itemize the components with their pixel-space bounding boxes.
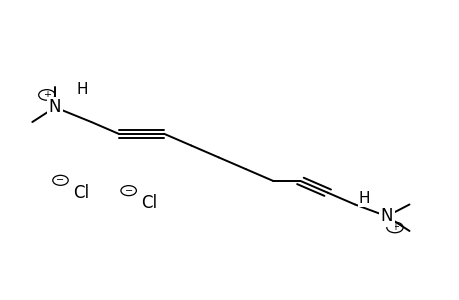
Text: +: + bbox=[390, 222, 398, 233]
Text: +: + bbox=[43, 90, 51, 100]
Text: −: − bbox=[56, 175, 64, 185]
Text: N: N bbox=[380, 207, 392, 225]
Text: Cl: Cl bbox=[73, 184, 89, 202]
Text: Cl: Cl bbox=[141, 194, 157, 212]
Text: −: − bbox=[124, 186, 133, 196]
Text: N: N bbox=[49, 98, 61, 116]
Text: H: H bbox=[358, 191, 369, 206]
Text: H: H bbox=[76, 82, 88, 97]
